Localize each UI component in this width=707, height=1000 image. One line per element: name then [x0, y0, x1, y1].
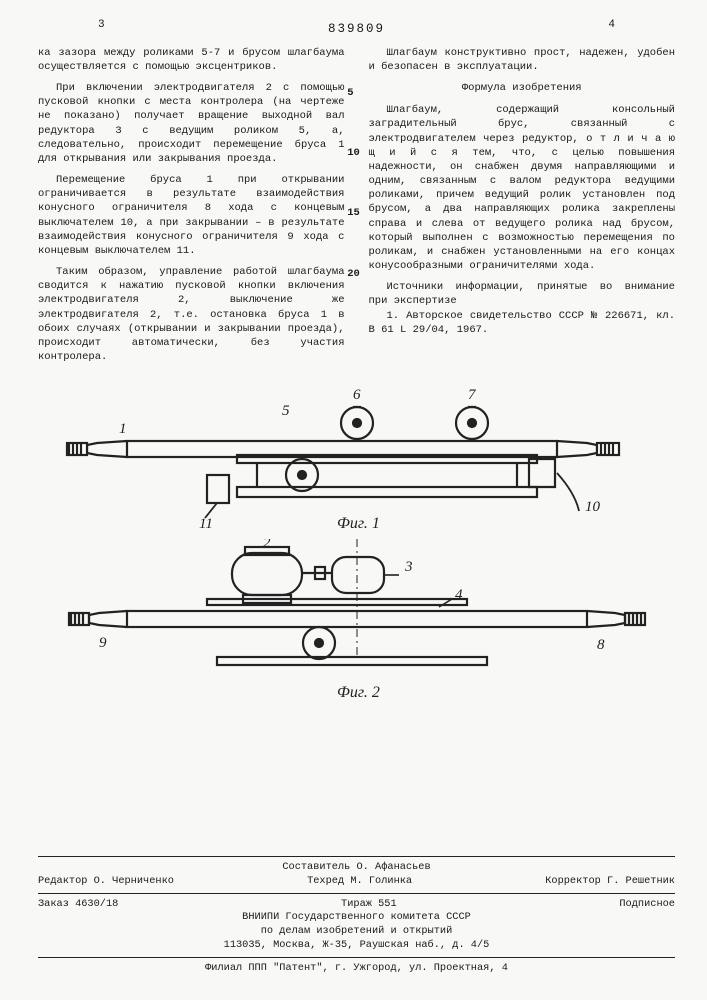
line-numbers: 5 10 15 20	[347, 50, 360, 281]
formula-text: Шлагбаум, содержащий консольный заградит…	[369, 103, 676, 273]
svg-text:3: 3	[404, 559, 413, 575]
order-no: Заказ 4630/18	[38, 898, 118, 912]
para: При включении электродвигателя 2 с помощ…	[38, 81, 345, 166]
formula-title: Формула изобретения	[369, 81, 676, 95]
page-number-left: 3	[98, 18, 105, 33]
footer: Составитель О. Афанасьев Редактор О. Чер…	[38, 852, 675, 976]
para: Таким образом, управление работой шлагба…	[38, 265, 345, 364]
svg-text:2: 2	[263, 539, 271, 551]
para: ка зазора между роликами 5-7 и брусом шл…	[38, 46, 345, 74]
page-number-right: 4	[608, 18, 615, 33]
svg-text:7: 7	[468, 387, 477, 403]
branch: Филиал ППП "Патент", г. Ужгород, ул. Про…	[38, 962, 675, 976]
figure-2-label: Фиг. 2	[337, 684, 380, 701]
svg-text:6: 6	[353, 387, 361, 403]
corrector: Корректор Г. Решетник	[545, 875, 675, 889]
para: Перемещение бруса 1 при открывании огран…	[38, 173, 345, 258]
compiler: Составитель О. Афанасьев	[38, 861, 675, 875]
sources-text: 1. Авторское свидетельство СССР № 226671…	[369, 309, 676, 337]
sources-title: Источники информации, принятые во вниман…	[369, 280, 676, 308]
editor: Редактор О. Черниченко	[38, 875, 174, 889]
org-address: 113035, Москва, Ж-35, Раушская наб., д. …	[38, 939, 675, 953]
figure-1: 1 5 6 7 10 11 Фиг. 1	[38, 383, 675, 533]
svg-text:10: 10	[585, 499, 601, 515]
svg-text:1: 1	[119, 421, 127, 437]
patent-number: 839809	[38, 21, 675, 38]
right-column: Шлагбаум конструктивно прост, надежен, у…	[369, 46, 676, 372]
org-line-2: по делам изобретений и открытий	[38, 925, 675, 939]
svg-text:9: 9	[99, 635, 107, 651]
svg-text:4: 4	[455, 587, 463, 603]
figure-2: 2 3 4 8 9 Фиг. 2	[38, 539, 675, 709]
org-line-1: ВНИИПИ Государственного комитета СССР	[38, 911, 675, 925]
svg-text:5: 5	[282, 403, 290, 419]
subscription: Подписное	[619, 898, 675, 912]
tirage: Тираж 551	[341, 898, 397, 912]
svg-text:8: 8	[597, 637, 605, 653]
figure-1-label: Фиг. 1	[337, 515, 380, 532]
para: Шлагбаум конструктивно прост, надежен, у…	[369, 46, 676, 74]
techred: Техред М. Голинка	[307, 875, 412, 889]
left-column: ка зазора между роликами 5-7 и брусом шл…	[38, 46, 345, 372]
svg-text:11: 11	[199, 516, 213, 532]
